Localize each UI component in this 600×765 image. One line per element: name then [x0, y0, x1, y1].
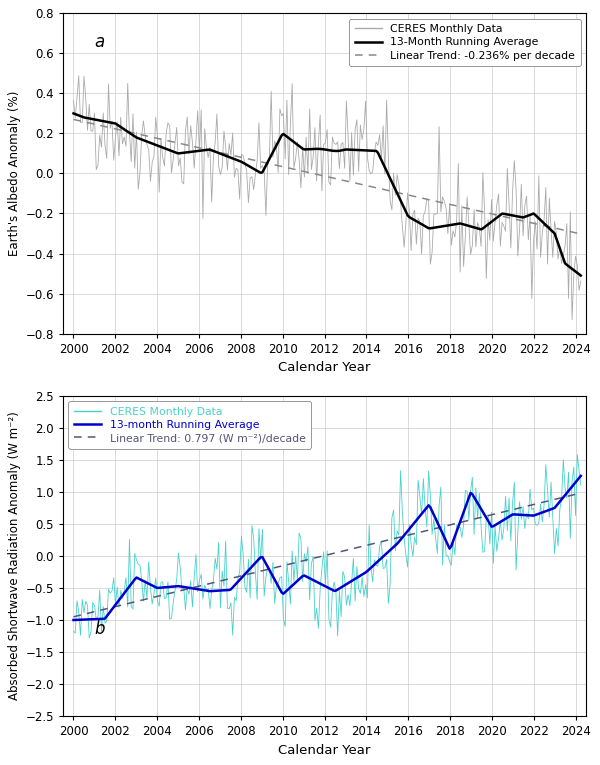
Legend: CERES Monthly Data, 13-month Running Average, Linear Trend: 0.797 (W m⁻²)/decade: CERES Monthly Data, 13-month Running Ave… [68, 402, 311, 448]
Legend: CERES Monthly Data, 13-Month Running Average, Linear Trend: -0.236% per decade: CERES Monthly Data, 13-Month Running Ave… [349, 19, 581, 66]
X-axis label: Calendar Year: Calendar Year [278, 361, 371, 374]
Text: a: a [94, 33, 104, 50]
Y-axis label: Earth's Albedo Anomaly (%): Earth's Albedo Anomaly (%) [8, 91, 22, 256]
Y-axis label: Absorbed Shortwave Radiation Anomaly (W m⁻²): Absorbed Shortwave Radiation Anomaly (W … [8, 412, 22, 700]
X-axis label: Calendar Year: Calendar Year [278, 744, 371, 757]
Text: b: b [94, 620, 105, 638]
